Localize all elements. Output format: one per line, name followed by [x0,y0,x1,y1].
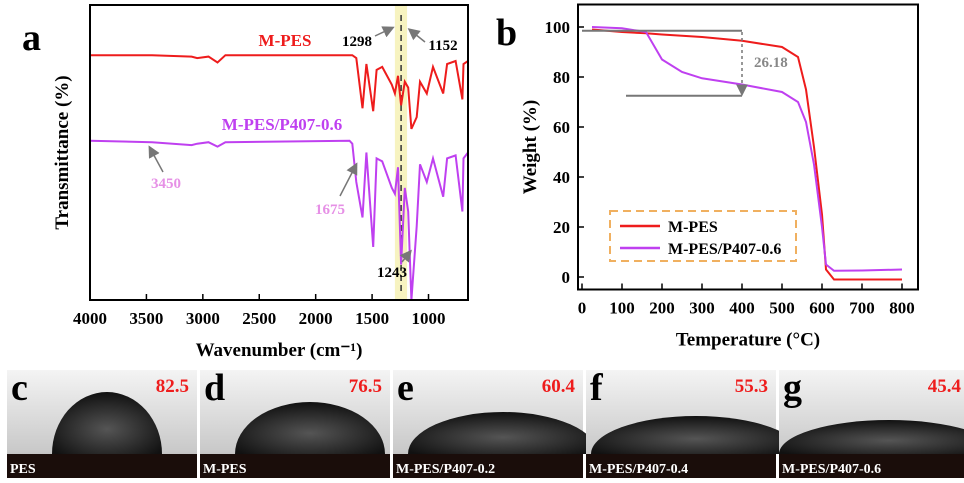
panel-letter: g [783,367,802,409]
difference-label: 26.18 [754,55,788,71]
x-tick-label: 200 [649,299,675,318]
x-tick-label: 2000 [299,309,333,328]
peak-annotation: 1298 [342,34,372,50]
y-tick-label: 80 [553,68,570,87]
x-tick-label: 3500 [129,309,163,328]
sample-label: M-PES/P407-0.2 [396,462,495,477]
arrow [407,28,426,43]
x-axis-label: Wavenumber (cm⁻¹) [196,340,363,361]
contact-angle: 60.4 [542,376,576,397]
sample-label: PES [10,462,36,477]
x-tick-label: 800 [889,299,915,318]
series-line [90,54,469,130]
contact-angle: 76.5 [349,376,382,397]
series-line [89,139,469,301]
droplet [408,412,598,454]
legend-label: M-PES [668,219,718,236]
panel-letter: a [22,17,41,59]
series-line [591,28,902,281]
substrate [586,454,776,478]
peak-annotation: 3450 [151,176,181,192]
y-tick-label: 20 [553,218,570,237]
y-axis-label: Weight (%) [520,100,541,194]
x-tick-label: 500 [769,299,795,318]
x-tick-label: 4000 [73,309,107,328]
panel-letter: d [204,367,225,409]
y-axis-label: Transmittance (%) [52,75,73,229]
legend-box [609,210,797,262]
plot-frame [89,4,469,301]
x-tick-label: 3000 [186,309,220,328]
substrate [7,454,197,478]
x-tick-label: 100 [609,299,635,318]
arrow [374,26,395,38]
droplet [779,420,964,454]
x-tick-label: 700 [849,299,875,318]
peak-annotation: 1152 [428,38,457,54]
x-tick-label: 300 [689,299,715,318]
y-tick-label: 60 [553,118,570,137]
droplet [52,392,162,454]
plot-frame [577,3,919,291]
sample-label: M-PES/P407-0.6 [782,462,881,477]
panel-letter: b [496,12,517,54]
series-label: M-PES [259,31,312,50]
substrate [200,454,390,478]
substrate [779,454,964,478]
contact-angle: 82.5 [156,376,189,397]
x-axis-label: Temperature (°C) [676,330,820,351]
sample-label: M-PES/P407-0.4 [589,462,688,477]
series-label: M-PES/P407-0.6 [222,115,342,134]
y-tick-label: 0 [562,268,571,287]
panel-letter: c [11,367,28,409]
legend-label: M-PES/P407-0.6 [668,241,781,258]
arrow [399,249,412,263]
series-line [591,26,903,272]
droplet [591,416,801,454]
x-tick-label: 400 [729,299,755,318]
y-tick-label: 40 [553,168,570,187]
panel-letter: f [590,367,604,409]
sample-label: M-PES [203,462,247,477]
peak-annotation: 1243 [377,265,407,281]
x-tick-label: 2500 [242,309,276,328]
y-tick-label: 100 [545,18,571,37]
arrow [339,162,358,197]
panel-letter: e [397,367,414,409]
x-tick-label: 1000 [412,309,446,328]
x-tick-label: 0 [578,299,587,318]
droplet [235,402,385,454]
x-tick-label: 600 [809,299,835,318]
arrow [148,145,164,173]
contact-angle: 55.3 [735,376,768,397]
contact-angle: 45.4 [928,376,962,397]
substrate [393,454,583,478]
peak-annotation: 1675 [315,202,345,218]
x-tick-label: 1500 [355,309,389,328]
